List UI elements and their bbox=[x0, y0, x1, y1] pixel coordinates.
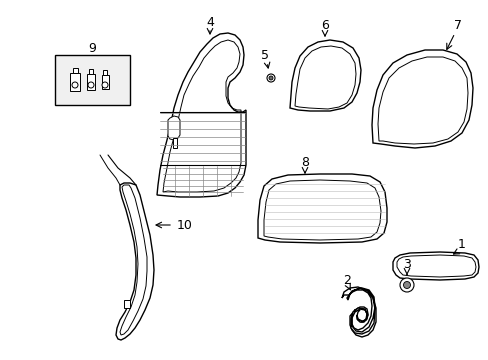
Circle shape bbox=[266, 74, 274, 82]
Polygon shape bbox=[289, 40, 360, 111]
Circle shape bbox=[268, 76, 272, 80]
Circle shape bbox=[88, 82, 94, 88]
Polygon shape bbox=[346, 288, 374, 334]
Polygon shape bbox=[392, 252, 478, 280]
Polygon shape bbox=[258, 174, 386, 243]
Text: 7: 7 bbox=[453, 18, 461, 32]
Polygon shape bbox=[124, 300, 130, 308]
Polygon shape bbox=[371, 50, 472, 148]
Polygon shape bbox=[341, 287, 375, 337]
Text: 2: 2 bbox=[343, 274, 350, 287]
Text: 1: 1 bbox=[457, 238, 465, 251]
Polygon shape bbox=[87, 74, 95, 90]
Text: 5: 5 bbox=[261, 49, 268, 62]
Bar bbox=[55, 55, 130, 105]
Polygon shape bbox=[116, 183, 154, 340]
Polygon shape bbox=[173, 138, 177, 148]
Polygon shape bbox=[102, 75, 108, 89]
Text: 4: 4 bbox=[205, 15, 214, 28]
Text: 3: 3 bbox=[402, 258, 410, 271]
Circle shape bbox=[403, 282, 409, 288]
Circle shape bbox=[72, 82, 78, 88]
Text: 9: 9 bbox=[88, 41, 96, 54]
Polygon shape bbox=[168, 116, 180, 140]
Polygon shape bbox=[103, 70, 106, 75]
Polygon shape bbox=[157, 33, 245, 197]
Polygon shape bbox=[72, 68, 77, 73]
Text: 10: 10 bbox=[177, 219, 193, 231]
Text: 8: 8 bbox=[301, 156, 308, 168]
Circle shape bbox=[399, 278, 413, 292]
Polygon shape bbox=[70, 73, 80, 91]
Text: 6: 6 bbox=[321, 18, 328, 32]
Circle shape bbox=[102, 82, 108, 88]
Polygon shape bbox=[89, 69, 93, 74]
